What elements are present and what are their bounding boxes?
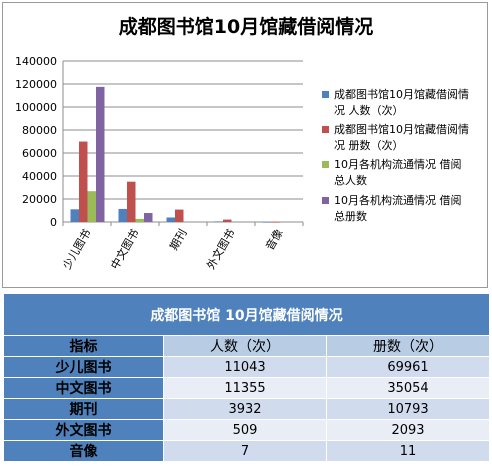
legend-label: 10月各机构流通情况 借阅总人数	[334, 157, 462, 187]
x-tick-label: 期刊	[167, 227, 189, 253]
legend-swatch	[322, 161, 329, 168]
x-axis-ticks: 少儿图书 中文图书 期刊 外文图书 音像	[60, 227, 285, 272]
legend-label: 10月各机构流通情况 借阅总册数	[334, 193, 462, 223]
cell-people: 509	[163, 419, 327, 441]
x-tick-label: 外文图书	[203, 227, 237, 272]
row-label: 外文图书	[3, 419, 164, 441]
y-tick-label: 0	[50, 216, 57, 229]
y-tick-label: 120000	[15, 78, 57, 91]
data-table-container: 成都图书馆 10月馆藏借阅情况 指标 人数（次） 册数（次） 少儿图书 1104…	[3, 293, 490, 462]
bar-3	[135, 218, 144, 222]
y-tick-label: 20000	[22, 193, 57, 206]
x-tick-label: 少儿图书	[60, 227, 93, 272]
legend-label: 成都图书馆10月馆藏借阅情况 人数（次）	[334, 87, 469, 117]
cell-people: 11043	[163, 356, 327, 378]
table-row: 外文图书 509 2093	[3, 419, 490, 441]
bar-2	[79, 141, 88, 222]
y-tick-label: 40000	[22, 170, 57, 183]
cell-volumes: 2093	[326, 419, 490, 441]
legend: 成都图书馆10月馆藏借阅情况 人数（次） 成都图书馆10月馆藏借阅情况 册数（次）…	[322, 87, 469, 223]
bar-2	[223, 219, 232, 222]
bar-2	[175, 209, 184, 222]
table-row: 期刊 3932 10793	[3, 398, 490, 420]
bar-2	[127, 181, 136, 222]
legend-swatch	[322, 197, 329, 204]
y-tick-label: 140000	[15, 55, 57, 68]
bar-4	[96, 86, 105, 222]
table-header-row: 指标 人数（次） 册数（次）	[3, 335, 490, 357]
data-table: 成都图书馆 10月馆藏借阅情况 指标 人数（次） 册数（次） 少儿图书 1104…	[3, 293, 490, 462]
cell-people: 11355	[163, 377, 327, 399]
header-indicator: 指标	[3, 335, 164, 357]
cell-volumes: 11	[326, 440, 490, 462]
bar-1	[214, 221, 223, 223]
legend-swatch	[322, 126, 329, 133]
x-tick-label: 音像	[262, 227, 285, 253]
bar-4	[144, 213, 153, 222]
cell-volumes: 35054	[326, 377, 490, 399]
chart-svg: 成都图书馆10月馆藏借阅情况 0 20000 40000 60000 80000 1000…	[15, 15, 469, 272]
legend-label: 成都图书馆10月馆藏借阅情况 册数（次）	[334, 122, 469, 152]
y-tick-label: 80000	[22, 124, 57, 137]
header-volumes: 册数（次）	[326, 335, 490, 357]
bar-1	[166, 217, 175, 222]
table-title: 成都图书馆 10月馆藏借阅情况	[3, 293, 490, 336]
row-label: 少儿图书	[3, 356, 164, 378]
bars	[70, 86, 280, 223]
x-tick-label: 中文图书	[107, 227, 141, 272]
y-axis-ticks: 0 20000 40000 60000 80000 100000 120000 140000	[15, 55, 57, 229]
y-tick-label: 60000	[22, 147, 57, 160]
bar-1	[118, 208, 127, 222]
chart-title: 成都图书馆10月馆藏借阅情况	[119, 15, 373, 38]
legend-swatch	[322, 91, 329, 98]
y-tick-label: 100000	[15, 101, 57, 114]
row-label: 期刊	[3, 398, 164, 420]
cell-people: 3932	[163, 398, 327, 420]
table-row: 音像 7 11	[3, 440, 490, 462]
bar-1	[70, 209, 79, 222]
cell-volumes: 69961	[326, 356, 490, 378]
bar-3	[87, 191, 96, 222]
chart-panel: 成都图书馆10月馆藏借阅情况 0 20000 40000 60000 80000 1000…	[2, 2, 488, 288]
bar-1	[262, 221, 271, 223]
row-label: 音像	[3, 440, 164, 462]
table-row: 少儿图书 11043 69961	[3, 356, 490, 378]
table-row: 中文图书 11355 35054	[3, 377, 490, 399]
row-label: 中文图书	[3, 377, 164, 399]
bar-2	[271, 221, 280, 223]
cell-volumes: 10793	[326, 398, 490, 420]
cell-people: 7	[163, 440, 327, 462]
header-people: 人数（次）	[163, 335, 327, 357]
